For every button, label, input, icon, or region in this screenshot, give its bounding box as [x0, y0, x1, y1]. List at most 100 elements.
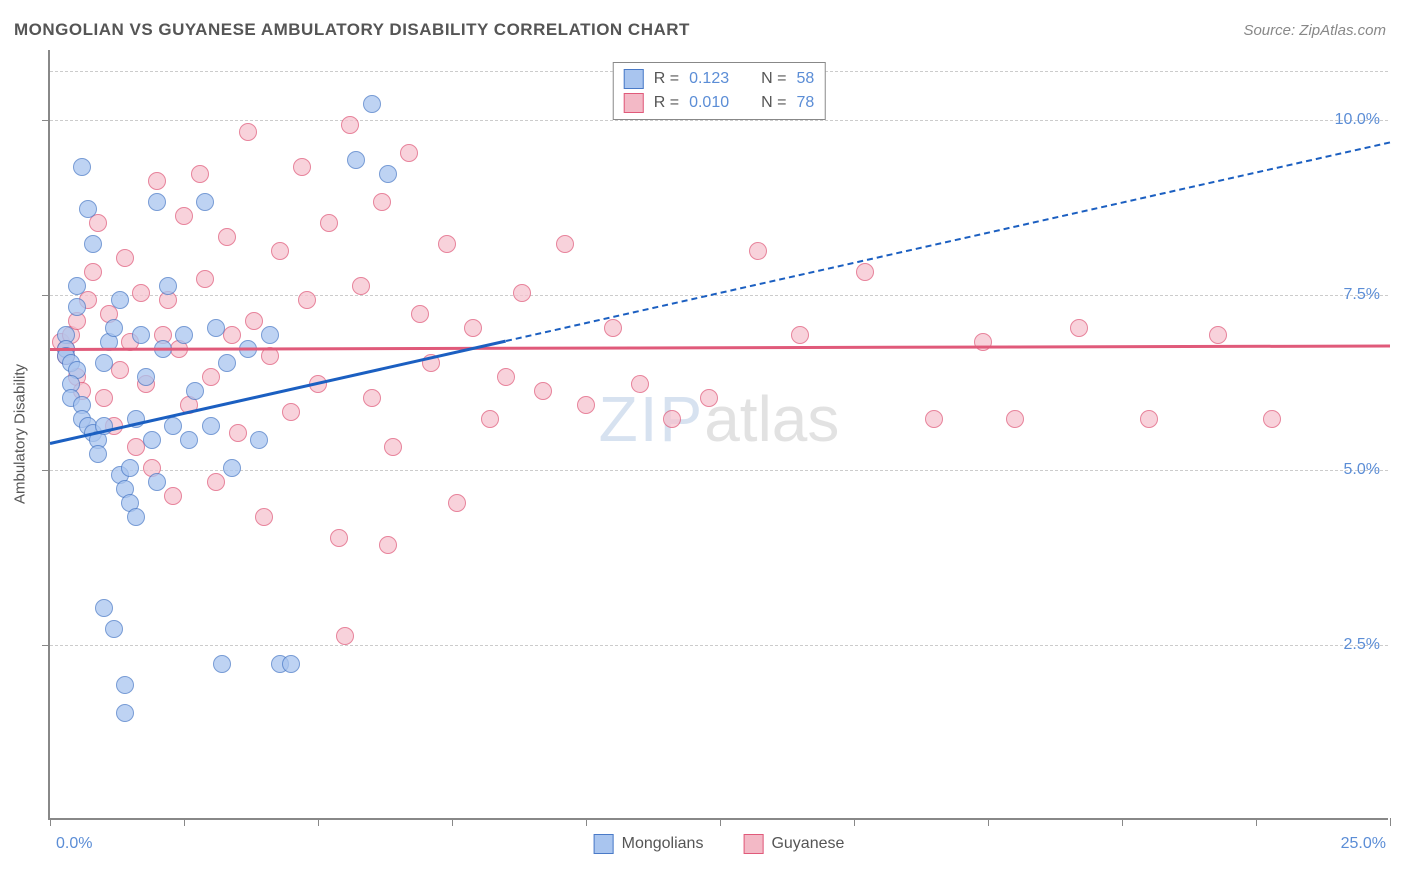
mongolians-point — [137, 368, 155, 386]
mongolians-point — [143, 431, 161, 449]
mongolians-point — [127, 508, 145, 526]
chart-plot-area: Ambulatory Disability ZIPatlas R =0.123N… — [48, 50, 1388, 820]
guyanese-point — [218, 228, 236, 246]
guyanese-point — [464, 319, 482, 337]
legend-series-item: Guyanese — [743, 834, 844, 854]
mongolians-point — [207, 319, 225, 337]
mongolians-point — [89, 445, 107, 463]
guyanese-point — [791, 326, 809, 344]
guyanese-point — [700, 389, 718, 407]
guyanese-point — [631, 375, 649, 393]
mongolians-point — [116, 676, 134, 694]
guyanese-point — [925, 410, 943, 428]
watermark: ZIPatlas — [599, 382, 840, 456]
y-tick-label: 10.0% — [1335, 111, 1380, 129]
guyanese-point — [384, 438, 402, 456]
guyanese-point — [556, 235, 574, 253]
guyanese-point — [1006, 410, 1024, 428]
guyanese-point — [245, 312, 263, 330]
source-attribution: Source: ZipAtlas.com — [1243, 22, 1386, 39]
guyanese-point — [497, 368, 515, 386]
x-axis-max-label: 25.0% — [1341, 835, 1386, 853]
guyanese-point — [1209, 326, 1227, 344]
guyanese-point — [856, 263, 874, 281]
x-tick — [586, 818, 587, 826]
guyanese-point — [534, 382, 552, 400]
y-tick — [42, 470, 50, 471]
guyanese-point — [330, 529, 348, 547]
guyanese-point — [223, 326, 241, 344]
x-axis-min-label: 0.0% — [56, 835, 92, 853]
mongolians-point — [84, 235, 102, 253]
guyanese-point — [148, 172, 166, 190]
n-label: N = — [761, 91, 786, 115]
guyanese-point — [282, 403, 300, 421]
legend-series-label: Guyanese — [771, 835, 844, 852]
gridline — [50, 470, 1388, 471]
mongolians-point — [186, 382, 204, 400]
guyanese-point — [95, 389, 113, 407]
legend-swatch — [594, 834, 614, 854]
guyanese-point — [298, 291, 316, 309]
x-tick — [1122, 818, 1123, 826]
mongolians-point — [95, 599, 113, 617]
y-tick-label: 5.0% — [1344, 461, 1380, 479]
guyanese-point — [411, 305, 429, 323]
legend-series: Mongolians Guyanese — [594, 834, 845, 854]
guyanese-point — [116, 249, 134, 267]
y-tick — [42, 295, 50, 296]
mongolians-point — [116, 704, 134, 722]
guyanese-point — [438, 235, 456, 253]
mongolians-point — [261, 326, 279, 344]
chart-title: MONGOLIAN VS GUYANESE AMBULATORY DISABIL… — [14, 20, 690, 40]
guyanese-point — [271, 242, 289, 260]
mongolians-point — [111, 291, 129, 309]
mongolians-point — [148, 193, 166, 211]
mongolians-point — [95, 354, 113, 372]
y-axis-label: Ambulatory Disability — [12, 364, 29, 504]
mongolians-point — [164, 417, 182, 435]
guyanese-point — [400, 144, 418, 162]
guyanese-point — [255, 508, 273, 526]
mongolians-point — [159, 277, 177, 295]
guyanese-point — [229, 424, 247, 442]
guyanese-point — [1263, 410, 1281, 428]
guyanese-point — [202, 368, 220, 386]
x-tick — [1256, 818, 1257, 826]
legend-stats-row: R =0.010N =78 — [624, 91, 815, 115]
x-tick — [184, 818, 185, 826]
mongolians-point — [213, 655, 231, 673]
legend-stats-row: R =0.123N =58 — [624, 67, 815, 91]
guyanese-point — [352, 277, 370, 295]
r-label: R = — [654, 67, 679, 91]
guyanese-point — [363, 389, 381, 407]
mongolians-point — [196, 193, 214, 211]
x-tick — [854, 818, 855, 826]
guyanese-point — [132, 284, 150, 302]
mongolians-point — [68, 277, 86, 295]
mongolians-point — [347, 151, 365, 169]
guyanese-point — [111, 361, 129, 379]
guyanese-point — [379, 536, 397, 554]
mongolians-point — [250, 431, 268, 449]
x-tick — [1390, 818, 1391, 826]
guyanese-point — [1070, 319, 1088, 337]
y-tick — [42, 120, 50, 121]
mongolians-point — [175, 326, 193, 344]
guyanese-point — [448, 494, 466, 512]
guyanese-point — [196, 270, 214, 288]
y-tick-label: 2.5% — [1344, 636, 1380, 654]
guyanese-point — [84, 263, 102, 281]
y-tick-label: 7.5% — [1344, 286, 1380, 304]
watermark-zip: ZIP — [599, 383, 705, 455]
guyanese-point — [207, 473, 225, 491]
legend-series-label: Mongolians — [622, 835, 704, 852]
guyanese-point — [481, 410, 499, 428]
x-tick — [988, 818, 989, 826]
guyanese-point — [191, 165, 209, 183]
gridline — [50, 120, 1388, 121]
mongolians-point — [202, 417, 220, 435]
guyanese-point — [373, 193, 391, 211]
guyanese-point — [513, 284, 531, 302]
r-label: R = — [654, 91, 679, 115]
